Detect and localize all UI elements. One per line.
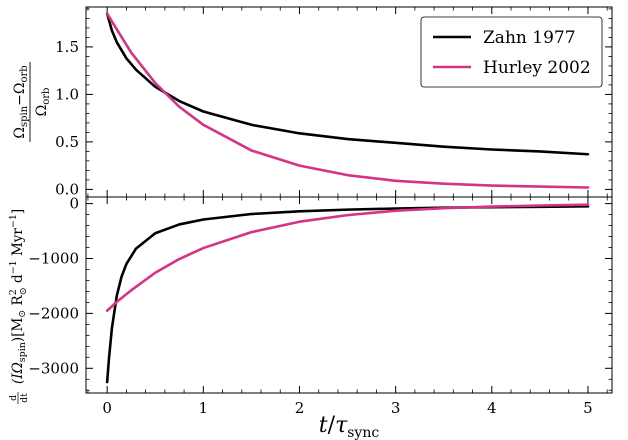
top-ylabel-num-a-sub: spin	[19, 105, 30, 127]
ylabel-body-close: )[M	[10, 318, 26, 343]
xlabel-tau: τ	[335, 413, 348, 438]
top-ticks: 0.0 0.5 1.0 1.5	[55, 7, 612, 198]
ylabel-myr: Myr	[10, 228, 26, 261]
top-y-axis-label: Ωspin−Ωorb	[12, 65, 30, 138]
y-tick-label: 0	[69, 195, 79, 213]
top-ylabel-num-b: Ω	[12, 83, 28, 95]
xlabel-t: t	[319, 413, 328, 438]
legend-items: Zahn 1977 Hurley 2002	[433, 28, 591, 78]
y-tick-label: 1.0	[55, 85, 79, 103]
top-ylabel-den-main: Ω	[34, 105, 50, 117]
x-tick-label: 4	[487, 399, 497, 417]
ylabel-d-sup: −1	[8, 260, 19, 274]
legend: Zahn 1977 Hurley 2002	[420, 16, 603, 88]
series-line-hurley-2002	[105, 12, 590, 189]
bottom-panel: 0 1 2 3 4 50−1000−2000−3000 t/τsync d dt (IΩs…	[8, 195, 613, 440]
ylabel-body: (IΩ	[10, 362, 26, 384]
series-line-hurley-2002	[105, 203, 590, 312]
xlabel-sep: /	[328, 413, 336, 438]
top-series-lines	[105, 12, 590, 189]
top-panel: 0.0 0.5 1.0 1.5 Zahn 1977 Hurley 2002 Ωspin−…	[12, 6, 613, 198]
legend-box	[420, 16, 603, 88]
series-line-zahn-1977	[105, 205, 590, 384]
bottom-ticks: 0 1 2 3 4 5 0 −1000 −2000 −3000	[28, 195, 612, 417]
xlabel-tau-sub: sync	[347, 425, 379, 440]
ylabel-myr-sup: −1	[8, 214, 19, 228]
top-ylabel-num-a: Ω	[12, 127, 28, 139]
x-tick-label: 3	[391, 399, 401, 417]
ylabel-end: ]	[10, 209, 26, 214]
ylabel-r-sub: ⊙	[18, 287, 29, 295]
y-tick-label: 0.5	[55, 133, 79, 151]
x-tick-label: 2	[295, 399, 305, 417]
y-tick-label: −2000	[28, 304, 79, 322]
bottom-ylabel-body: (IΩspin)[M⊙ R2⊙ d−1 Myr−1]	[8, 209, 29, 384]
y-tick-label: −3000	[28, 359, 79, 377]
x-tick-label: 1	[199, 399, 209, 417]
ylabel-r-sup: 2	[8, 289, 19, 295]
bottom-ylabel-deriv-den: dt	[20, 393, 30, 403]
y-tick-label: 0.0	[55, 180, 79, 198]
x-axis-label: t/τsync	[319, 413, 380, 440]
bottom-series-lines	[105, 203, 590, 384]
x-tick-label: 5	[583, 399, 593, 417]
series-line-zahn-1977	[105, 12, 590, 156]
top-ylabel-denominator: Ωorb	[34, 88, 52, 117]
bottom-axes-frame	[85, 196, 613, 394]
bottom-ylabel-deriv-num: d	[9, 395, 19, 401]
x-tick-label: 0	[102, 399, 112, 417]
top-ylabel-den-sub: orb	[41, 88, 52, 105]
legend-label: Hurley 2002	[483, 58, 591, 78]
ylabel-msun: ⊙	[17, 310, 28, 318]
y-tick-label: −1000	[28, 249, 79, 267]
top-ylabel-num-b-sub: orb	[19, 65, 30, 82]
bottom-y-axis-label: d dt (IΩspin)[M⊙ R2⊙ d−1 Myr−1]	[8, 209, 30, 404]
top-ylabel-op: −	[12, 94, 28, 106]
y-tick-label: 1.5	[55, 38, 79, 56]
ylabel-d: d	[10, 274, 26, 287]
ylabel-r: R	[10, 294, 26, 309]
ylabel-body-sub: spin	[17, 342, 28, 362]
legend-label: Zahn 1977	[483, 28, 576, 48]
